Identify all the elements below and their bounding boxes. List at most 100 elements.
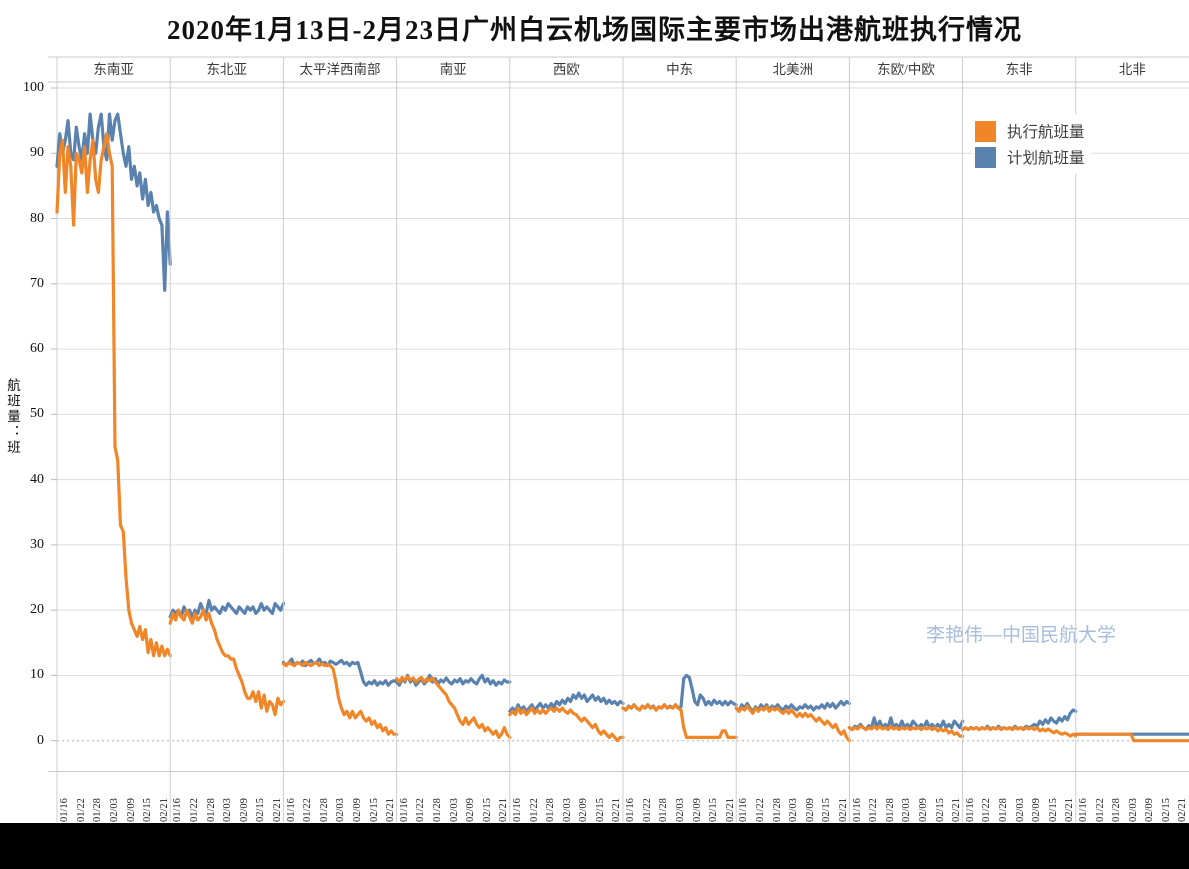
x-tick-label: 01/28	[318, 798, 330, 822]
legend-item-executed: 执行航班量	[975, 120, 1085, 142]
x-tick-label: 01/22	[641, 798, 653, 822]
x-tick-label: 02/21	[1177, 798, 1189, 822]
x-tick-label: 01/28	[545, 798, 557, 822]
x-tick-label: 02/21	[498, 798, 510, 822]
x-tick-label: 01/22	[189, 798, 201, 822]
x-tick-label: 02/09	[1144, 798, 1156, 822]
x-tick-label: 02/15	[368, 798, 380, 822]
x-tick-label: 02/03	[788, 798, 800, 822]
y-tick-label: 20	[30, 602, 44, 618]
y-tick-label: 40	[30, 471, 44, 487]
x-tick-label: 01/16	[285, 798, 297, 822]
x-tick-label: 02/21	[271, 798, 283, 822]
x-tick-label: 02/03	[448, 798, 460, 822]
x-tick-label: 02/09	[804, 798, 816, 822]
x-tick-label: 02/21	[1064, 798, 1076, 822]
x-tick-label: 02/03	[561, 798, 573, 822]
x-tick-label: 02/03	[335, 798, 347, 822]
x-tick-label: 02/09	[917, 798, 929, 822]
y-tick-label: 30	[30, 536, 44, 552]
x-tick-label: 01/28	[658, 798, 670, 822]
facet-header: 东非	[1005, 62, 1033, 77]
x-tick-label: 02/09	[238, 798, 250, 822]
series-line-executed	[1074, 732, 1189, 743]
series-line-planned	[395, 673, 512, 687]
x-tick-label: 01/22	[415, 798, 427, 822]
x-tick-label: 02/21	[158, 798, 170, 822]
x-tick-label: 01/16	[964, 798, 976, 822]
y-tick-label: 10	[30, 667, 44, 683]
x-tick-label: 02/09	[351, 798, 363, 822]
x-tick-label: 02/15	[481, 798, 493, 822]
y-tick-label: 80	[30, 210, 44, 226]
facet-header: 西欧	[552, 62, 580, 77]
x-tick-label: 02/15	[142, 798, 154, 822]
series-line-executed	[55, 132, 172, 658]
x-tick-label: 01/16	[512, 798, 524, 822]
x-tick-label: 01/28	[998, 798, 1009, 822]
x-tick-label: 01/16	[851, 798, 863, 822]
facet-header: 中东	[666, 62, 694, 77]
x-tick-label: 01/22	[528, 798, 540, 822]
series-line-planned	[168, 598, 285, 619]
series-line-executed	[734, 704, 852, 743]
x-tick-label: 01/16	[398, 798, 410, 822]
x-tick-label: 02/03	[901, 798, 913, 822]
facet-header: 东北亚	[206, 62, 248, 77]
y-axis-title: 航班量：班	[5, 378, 20, 456]
facet-header: 太平洋西南部	[299, 62, 381, 77]
x-tick-label: 02/09	[691, 798, 703, 822]
x-tick-label: 01/16	[625, 798, 637, 822]
x-tick-label: 01/22	[981, 798, 993, 822]
series-line-planned	[281, 657, 399, 687]
x-tick-label: 01/16	[59, 798, 71, 822]
x-tick-label: 01/28	[92, 798, 104, 822]
legend: 执行航班量 计划航班量	[973, 114, 1091, 174]
x-tick-label: 02/21	[724, 798, 736, 822]
y-tick-label: 0	[37, 732, 44, 748]
series-line-planned	[621, 673, 738, 712]
y-tick-label: 70	[30, 275, 44, 291]
x-tick-label: 01/28	[432, 798, 443, 822]
x-tick-label: 01/28	[884, 798, 896, 822]
series-line-planned	[55, 112, 172, 292]
legend-label-executed: 执行航班量	[1007, 124, 1085, 141]
x-tick-label: 01/22	[1094, 798, 1106, 822]
x-tick-label: 01/22	[755, 798, 767, 822]
x-tick-label: 01/22	[868, 798, 880, 822]
series-line-executed	[395, 675, 512, 740]
x-tick-label: 02/09	[578, 798, 590, 822]
x-tick-label: 02/15	[821, 798, 833, 822]
bottom-black-bar	[0, 823, 1189, 869]
facet-header: 南亚	[439, 62, 467, 77]
facet-header: 北非	[1118, 62, 1146, 77]
x-tick-label: 02/21	[385, 798, 397, 822]
x-tick-label: 02/15	[708, 798, 720, 822]
x-tick-label: 02/03	[1127, 798, 1139, 822]
series-line-executed	[847, 724, 965, 738]
series-line-executed	[168, 608, 285, 717]
x-tick-label: 02/21	[837, 798, 849, 822]
x-tick-label: 01/16	[738, 798, 750, 822]
watermark-text: 李艳伟—中国民航大学	[926, 625, 1117, 646]
x-tick-label: 01/16	[1078, 798, 1090, 822]
x-tick-label: 02/15	[1047, 798, 1059, 822]
x-tick-label: 01/22	[75, 798, 87, 822]
x-tick-label: 02/15	[934, 798, 946, 822]
x-tick-label: 02/21	[611, 798, 623, 822]
series-line-executed	[621, 703, 738, 740]
y-tick-label: 50	[30, 406, 44, 422]
legend-item-planned: 计划航班量	[975, 146, 1085, 168]
y-tick-label: 60	[30, 341, 44, 357]
x-tick-label: 01/28	[205, 798, 217, 822]
y-tick-label: 90	[30, 145, 44, 161]
x-tick-label: 02/03	[674, 798, 686, 822]
y-tick-label: 100	[23, 80, 44, 95]
facet-header: 北美洲	[772, 62, 814, 77]
planned-series-swatch-icon	[975, 146, 996, 168]
x-tick-label: 02/21	[951, 798, 963, 822]
series-line-executed	[508, 706, 625, 743]
x-tick-label: 02/03	[108, 798, 120, 822]
x-tick-label: 01/16	[172, 798, 184, 822]
